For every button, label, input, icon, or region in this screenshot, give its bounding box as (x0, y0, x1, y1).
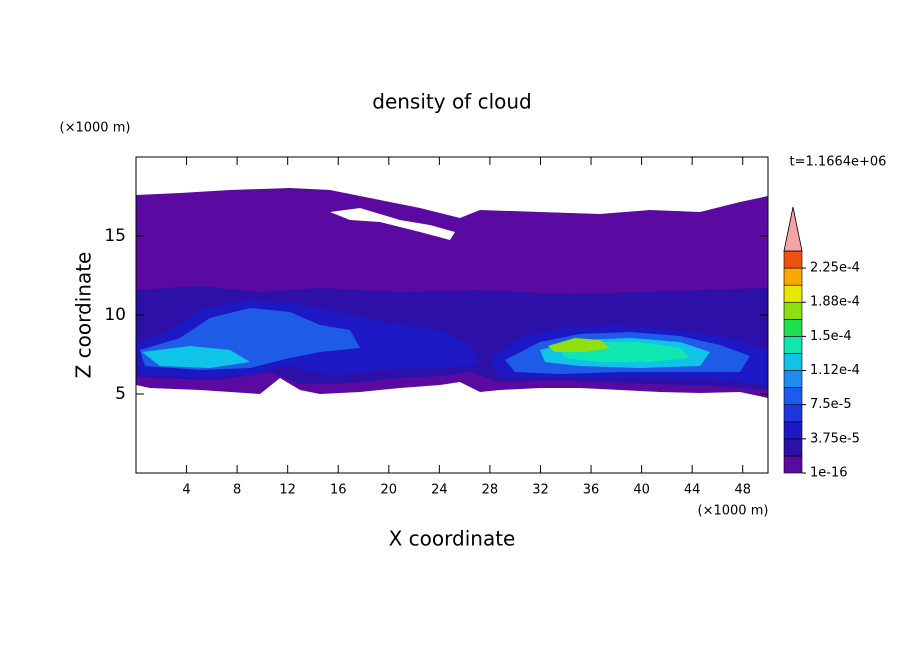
colorbar-box (783, 353, 803, 371)
x-tick-label: 20 (381, 483, 398, 498)
x-tick-label: 40 (633, 483, 650, 498)
y-axis-label: Z coordinate (72, 252, 96, 379)
colorbar-box (783, 336, 803, 354)
y-tick-label: 10 (104, 305, 126, 325)
colorbar-box (783, 250, 803, 269)
x-tick-label: 16 (330, 483, 347, 498)
colorbar-box (783, 301, 803, 320)
colorbar-box (783, 421, 803, 440)
x-tick-label: 44 (684, 483, 701, 498)
colorbar-tick-label: 3.75e-5 (810, 431, 860, 446)
colorbar-tick-label: 1.5e-4 (810, 329, 852, 344)
colorbar-box (783, 404, 803, 423)
colorbar-tick-label: 2.25e-4 (810, 261, 860, 276)
y-tick-label: 15 (104, 226, 126, 246)
x-tick-label: 48 (734, 483, 751, 498)
colorbar-box (783, 370, 803, 388)
time-label: t=1.1664e+06 (790, 155, 887, 170)
x-tick-label: 36 (583, 483, 600, 498)
colorbar-tick-label: 1.88e-4 (810, 295, 860, 310)
x-tick-label: 24 (431, 483, 448, 498)
contour-field (136, 188, 768, 398)
y-tick-label: 5 (115, 384, 126, 404)
x-tick-label: 28 (482, 483, 499, 498)
contour-hole (330, 208, 455, 240)
colorbar-box (783, 284, 803, 303)
colorbar-tick-label: 1e-16 (810, 466, 848, 481)
x-tick-label: 4 (182, 483, 190, 498)
colorbar-box (783, 387, 803, 405)
colorbar-box (783, 455, 803, 474)
colorbar-tick-label: 7.5e-5 (810, 397, 852, 412)
x-axis-label: X coordinate (389, 527, 516, 551)
colorbar-box (783, 319, 803, 337)
chart-title: density of cloud (372, 90, 531, 114)
x-tick-label: 12 (279, 483, 296, 498)
colorbar-box (783, 438, 803, 457)
colorbar-box (783, 267, 803, 286)
x-tick-label: 32 (532, 483, 549, 498)
colorbar-extend (783, 206, 803, 252)
colorbar-tick-label: 1.12e-4 (810, 363, 860, 378)
contour-region (548, 338, 610, 352)
x-tick-label: 8 (233, 483, 241, 498)
x-unit: (×1000 m) (698, 504, 769, 519)
y-unit: (×1000 m) (60, 121, 131, 136)
